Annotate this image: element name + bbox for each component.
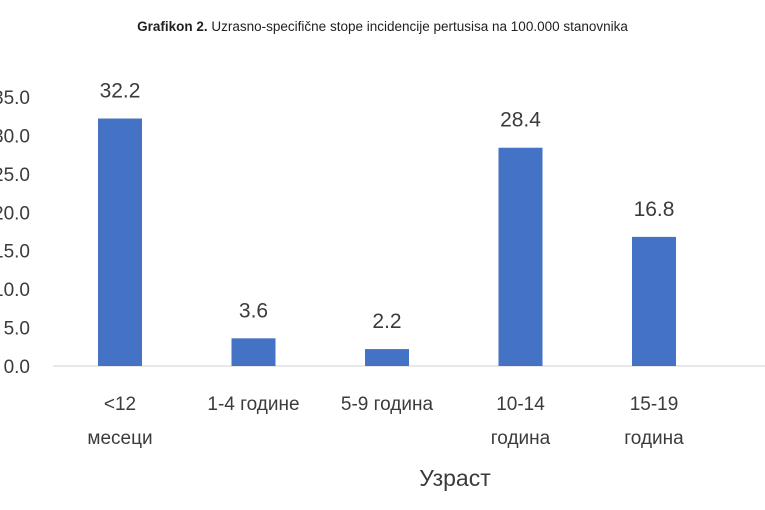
- x-axis-categories: <12 месеци 1-4 године 5-9 година 10-14 година…: [87, 394, 684, 449]
- x-category-label: 5-9 година: [341, 394, 434, 415]
- x-category-label: 10-14: [496, 394, 545, 415]
- caption-prefix: Grafikon 2.: [137, 19, 208, 34]
- y-tick-label: 20.0: [0, 203, 30, 224]
- y-tick-label: 10.0: [0, 280, 30, 301]
- x-axis-title: Узраст: [419, 465, 491, 491]
- x-category-label: 1-4 године: [207, 394, 299, 415]
- chart-caption: Grafikon 2. Uzrasno-specifične stope inc…: [0, 19, 765, 34]
- data-label: 2.2: [372, 310, 401, 333]
- x-category-label: година: [491, 428, 551, 449]
- data-label: 3.6: [239, 299, 268, 322]
- bar-series: [98, 118, 676, 367]
- bar: [365, 349, 409, 366]
- bar: [231, 338, 276, 366]
- data-labels: 32.2 3.6 2.2 28.4 16.8: [100, 80, 675, 334]
- y-tick-label: 30.0: [0, 126, 30, 147]
- data-label: 32.2: [100, 80, 141, 103]
- y-tick-label: 15.0: [0, 242, 30, 263]
- x-category-label: 15-19: [630, 394, 679, 415]
- y-tick-label: 25.0: [0, 165, 30, 186]
- data-label: 16.8: [634, 198, 675, 221]
- x-category-label: месеци: [87, 428, 152, 449]
- bar: [632, 236, 676, 366]
- x-category-label: година: [624, 428, 684, 449]
- x-category-label: <12: [104, 394, 136, 415]
- data-label: 28.4: [500, 109, 541, 132]
- bar: [98, 118, 142, 367]
- y-axis-ticks: 0.0 5.0 10.0 15.0 20.0 25.0 30.0 35.0: [0, 88, 30, 378]
- y-tick-label: 0.0: [4, 357, 30, 378]
- y-tick-label: 5.0: [4, 319, 30, 340]
- caption-text: Uzrasno-specifične stope incidencije per…: [211, 19, 628, 34]
- bar: [498, 147, 543, 366]
- y-tick-label: 35.0: [0, 88, 30, 109]
